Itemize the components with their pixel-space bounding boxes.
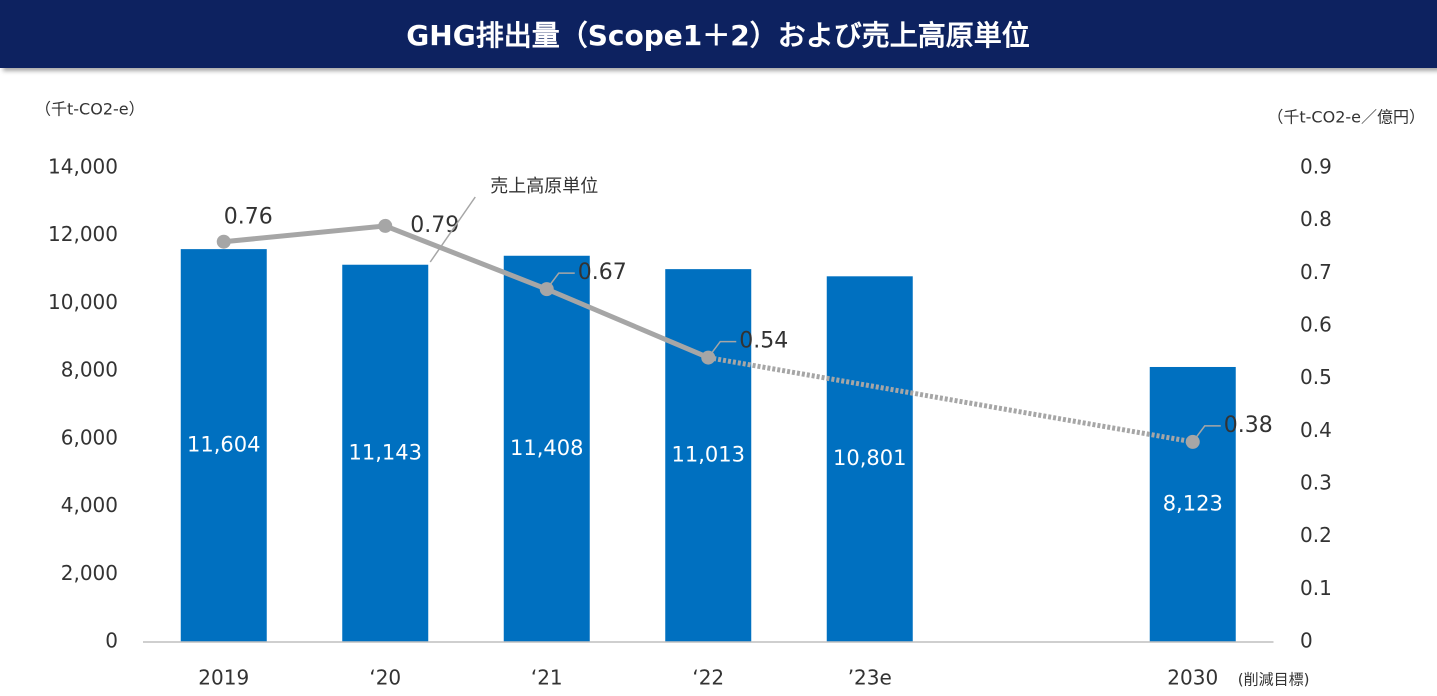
bar: [342, 264, 429, 642]
x-tick-label: ‘21: [531, 666, 563, 690]
y2-tick-label: 0.7: [1300, 260, 1332, 284]
label-leader: [1192, 425, 1221, 443]
x-tick-label: 2019: [198, 666, 249, 690]
y-tick-label: 4,000: [61, 493, 118, 517]
y2-tick-label: 0.1: [1300, 576, 1332, 600]
bar-value-label: 8,123: [1163, 491, 1223, 515]
y2-axis-label: （千t-CO2-e／億円）: [1267, 108, 1425, 127]
y2-tick-label: 0.2: [1300, 523, 1332, 547]
y-tick-label: 6,000: [61, 425, 118, 449]
line-value-label: 0.67: [578, 260, 627, 285]
line-value-label: 0.54: [739, 329, 788, 354]
bar-value-label: 11,408: [510, 436, 583, 460]
bar: [1149, 366, 1236, 642]
bar-value-label: 11,143: [349, 440, 422, 464]
chart-title: GHG排出量（Scope1＋2）および売上高原単位: [406, 19, 1029, 52]
line-value-label: 0.76: [224, 205, 273, 230]
label-leader: [707, 340, 737, 359]
line-value-label: 0.38: [1224, 413, 1273, 438]
line-value-label: 0.79: [410, 213, 459, 238]
category-note: (削減目標): [1238, 671, 1310, 689]
line-marker: [378, 218, 393, 233]
y2-tick-label: 0.4: [1300, 418, 1332, 442]
bar-value-label: 11,604: [187, 433, 260, 457]
line-projection: [707, 355, 1194, 445]
bar: [826, 276, 913, 642]
y2-tick-label: 0.9: [1300, 155, 1332, 179]
bar-value-label: 10,801: [833, 446, 906, 470]
x-tick-label: ’23e: [848, 666, 892, 690]
x-tick-label: ‘20: [369, 666, 401, 690]
label-leader: [546, 272, 575, 290]
y2-tick-label: 0: [1300, 629, 1313, 653]
y-tick-label: 10,000: [48, 290, 118, 314]
bar: [503, 255, 590, 642]
line-marker: [216, 234, 231, 249]
y-tick-label: 2,000: [61, 561, 118, 585]
y2-tick-label: 0.3: [1300, 471, 1332, 495]
y2-tick-label: 0.6: [1300, 313, 1332, 337]
bar: [665, 269, 752, 642]
y-axis-label: （千t-CO2-e）: [35, 100, 145, 119]
line: [223, 223, 710, 360]
series-leader: [429, 196, 476, 263]
y-tick-label: 12,000: [48, 222, 118, 246]
y-tick-label: 0: [105, 629, 118, 653]
bar-value-label: 11,013: [672, 443, 745, 467]
x-tick-label: ‘22: [692, 666, 724, 690]
bar: [180, 249, 267, 643]
y-tick-label: 14,000: [48, 155, 118, 179]
x-tick-label: 2030: [1167, 666, 1218, 690]
header-bar: [0, 0, 1437, 68]
y2-tick-label: 0.8: [1300, 207, 1332, 231]
series-name-label: 売上高原単位: [490, 176, 598, 197]
y2-tick-label: 0.5: [1300, 365, 1332, 389]
y-tick-label: 8,000: [61, 358, 118, 382]
